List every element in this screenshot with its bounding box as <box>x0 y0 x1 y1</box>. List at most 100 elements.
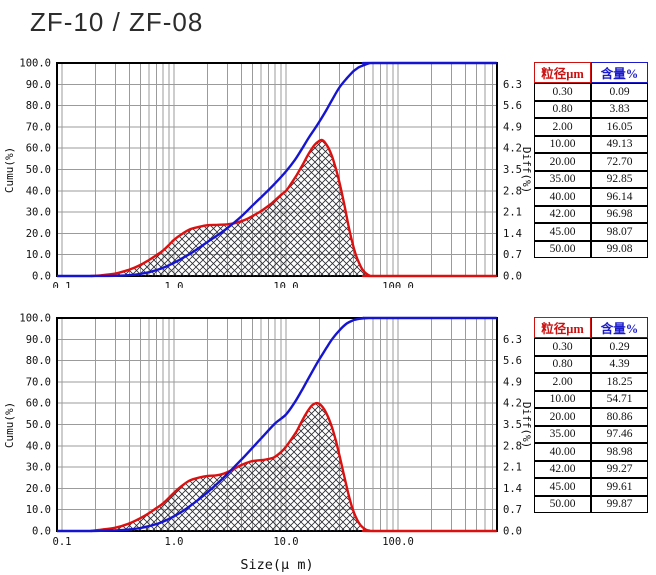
col-header-content: 含量% <box>591 317 648 338</box>
size-cell: 2.00 <box>534 118 591 136</box>
svg-text:0.1: 0.1 <box>53 281 72 288</box>
svg-text:3.5: 3.5 <box>503 164 522 176</box>
chart-top-svg: 100.0 90.0 80.0 70.0 60.0 50.0 40.0 30.0 20.0 10.… <box>3 58 532 289</box>
svg-text:20.0: 20.0 <box>26 228 51 240</box>
svg-text:4.2: 4.2 <box>503 398 522 410</box>
svg-text:80.0: 80.0 <box>26 100 51 112</box>
svg-text:2.8: 2.8 <box>503 185 522 197</box>
axis-tick-labels: 100.0 90.0 80.0 70.0 60.0 50.0 40.0 30.0 20.0 10.… <box>19 313 522 549</box>
svg-text:0.7: 0.7 <box>503 249 522 261</box>
content-cell: 99.08 <box>591 240 648 258</box>
svg-text:0.0: 0.0 <box>503 526 522 538</box>
size-cell: 10.00 <box>534 135 591 153</box>
content-cell: 80.86 <box>591 408 648 426</box>
svg-text:1.0: 1.0 <box>165 536 184 548</box>
left-axis-label: Cumu(%) <box>3 402 16 448</box>
differential-curve <box>90 138 497 278</box>
table-row: 42.00 96.98 <box>534 205 648 223</box>
particle-size-chart-top: 100.0 90.0 80.0 70.0 60.0 50.0 40.0 30.0 20.0 10.… <box>0 50 532 289</box>
table-row: 0.80 3.83 <box>534 100 648 118</box>
content-cell: 96.98 <box>591 205 648 223</box>
content-cell: 72.70 <box>591 153 648 171</box>
svg-text:4.9: 4.9 <box>503 376 522 388</box>
diff-area-fill <box>90 403 497 531</box>
svg-text:50.0: 50.0 <box>26 419 51 431</box>
col-header-size: 粒径μm <box>534 317 591 338</box>
size-cell: 42.00 <box>534 460 591 478</box>
size-cell: 0.30 <box>534 338 591 356</box>
table-row: 45.00 98.07 <box>534 223 648 241</box>
table-row: 20.00 80.86 <box>534 408 648 426</box>
cumulative-curve <box>57 316 497 533</box>
svg-text:70.0: 70.0 <box>26 121 51 133</box>
diff-area-fill <box>90 139 497 276</box>
svg-text:6.3: 6.3 <box>503 79 522 91</box>
svg-text:40.0: 40.0 <box>26 185 51 197</box>
right-axis-label: Diff(%) <box>520 147 532 193</box>
svg-text:90.0: 90.0 <box>26 334 51 346</box>
differential-curve <box>90 401 497 533</box>
right-axis-label: Diff(%) <box>520 402 532 448</box>
svg-text:60.0: 60.0 <box>26 143 51 155</box>
svg-text:10.0: 10.0 <box>26 249 51 261</box>
svg-text:4.2: 4.2 <box>503 143 522 155</box>
col-header-size: 粒径μm <box>534 62 591 83</box>
size-cell: 40.00 <box>534 188 591 206</box>
size-cell: 35.00 <box>534 170 591 188</box>
svg-text:100.0: 100.0 <box>382 536 414 548</box>
table-row: 10.00 49.13 <box>534 135 648 153</box>
svg-text:100.0: 100.0 <box>382 281 414 288</box>
svg-text:10.0: 10.0 <box>26 504 51 516</box>
size-cell: 50.00 <box>534 240 591 258</box>
size-cell: 40.00 <box>534 443 591 461</box>
table-row: 0.80 4.39 <box>534 355 648 373</box>
content-cell: 16.05 <box>591 118 648 136</box>
table-row: 35.00 92.85 <box>534 170 648 188</box>
svg-text:4.9: 4.9 <box>503 121 522 133</box>
svg-text:1.4: 1.4 <box>503 483 522 495</box>
grid-lines <box>57 318 497 531</box>
content-cell: 96.14 <box>591 188 648 206</box>
size-cell: 45.00 <box>534 223 591 241</box>
svg-text:3.5: 3.5 <box>503 419 522 431</box>
table-row: 42.00 99.27 <box>534 460 648 478</box>
svg-text:5.6: 5.6 <box>503 100 522 112</box>
svg-text:10.0: 10.0 <box>273 281 298 288</box>
table-row: 2.00 18.25 <box>534 373 648 391</box>
table-row: 45.00 99.61 <box>534 478 648 496</box>
svg-text:90.0: 90.0 <box>26 79 51 91</box>
content-cell: 3.83 <box>591 100 648 118</box>
content-cell: 99.61 <box>591 478 648 496</box>
table-row: 40.00 96.14 <box>534 188 648 206</box>
content-cell: 97.46 <box>591 425 648 443</box>
table-row: 35.00 97.46 <box>534 425 648 443</box>
content-cell: 49.13 <box>591 135 648 153</box>
content-cell: 0.09 <box>591 83 648 101</box>
size-content-table-top: 粒径μm 含量% 0.30 0.09 0.80 3.83 2.00 16.05 10.00 49.… <box>534 62 648 258</box>
content-cell: 54.71 <box>591 390 648 408</box>
chart-bottom-table: 粒径μm 含量% 0.30 0.29 0.80 4.39 2.00 18.25 10.00 54.… <box>534 317 648 513</box>
svg-text:0.0: 0.0 <box>32 526 51 538</box>
svg-text:100.0: 100.0 <box>19 313 51 325</box>
content-cell: 0.29 <box>591 338 648 356</box>
content-cell: 4.39 <box>591 355 648 373</box>
svg-text:5.6: 5.6 <box>503 355 522 367</box>
table-row: 0.30 0.29 <box>534 338 648 356</box>
svg-text:30.0: 30.0 <box>26 207 51 219</box>
svg-text:70.0: 70.0 <box>26 376 51 388</box>
size-cell: 0.80 <box>534 100 591 118</box>
table-row: 0.30 0.09 <box>534 83 648 101</box>
svg-text:60.0: 60.0 <box>26 398 51 410</box>
svg-text:2.1: 2.1 <box>503 462 522 474</box>
svg-text:30.0: 30.0 <box>26 462 51 474</box>
svg-text:0.0: 0.0 <box>32 271 51 283</box>
svg-text:20.0: 20.0 <box>26 483 51 495</box>
table-row: 20.00 72.70 <box>534 153 648 171</box>
size-cell: 10.00 <box>534 390 591 408</box>
particle-size-chart-bottom: 100.0 90.0 80.0 70.0 60.0 50.0 40.0 30.0 20.0 10.… <box>0 305 532 575</box>
table-row: 40.00 98.98 <box>534 443 648 461</box>
size-cell: 42.00 <box>534 205 591 223</box>
page-title: ZF-10 / ZF-08 <box>30 7 204 37</box>
svg-text:6.3: 6.3 <box>503 334 522 346</box>
size-content-table-bottom: 粒径μm 含量% 0.30 0.29 0.80 4.39 2.00 18.25 10.00 54.… <box>534 317 648 513</box>
